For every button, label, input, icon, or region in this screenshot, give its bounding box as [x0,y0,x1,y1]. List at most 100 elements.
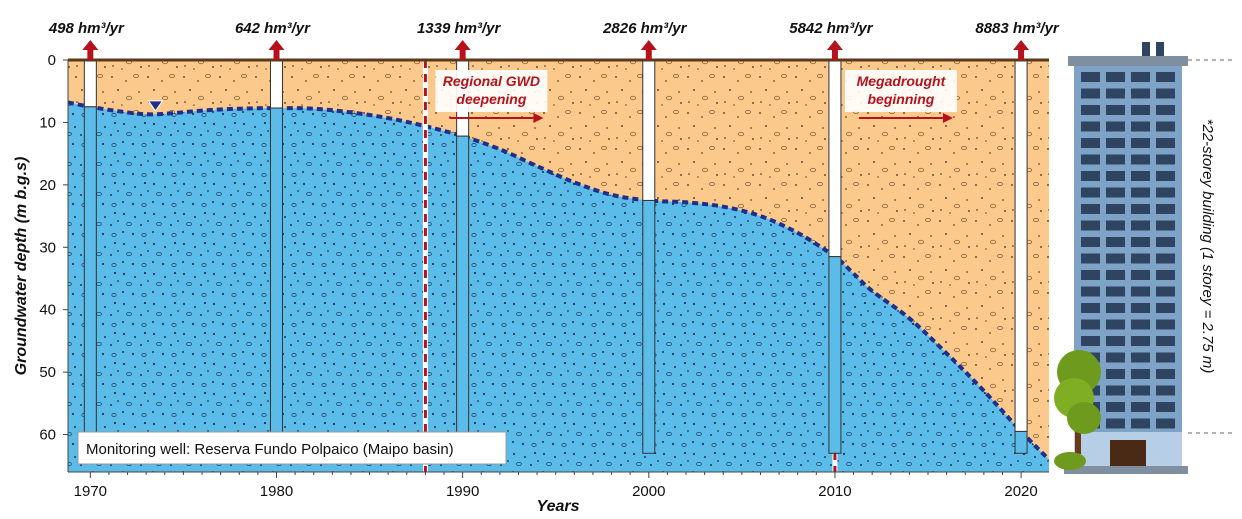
building-window [1106,303,1125,313]
building-window [1106,187,1125,198]
well-casing-wet [83,106,97,461]
well-casing-dry [1014,60,1028,432]
building-window [1106,121,1125,132]
building-window [1156,319,1175,330]
annotation-box [844,70,957,112]
building-window [1156,72,1175,82]
building-window [1106,220,1125,231]
y-tick-label: 20 [39,177,56,194]
building-windows [1081,72,1175,429]
building-antenna [1156,42,1164,58]
well-extraction-labels: 498 hm³/yr 642 hm³/yr 1339 hm³/yr 2826 hm³/… [48,20,1060,60]
building-window [1106,286,1125,297]
building-window [1156,220,1175,231]
building-window [1131,171,1150,181]
note-box [77,431,507,465]
building-window [1106,253,1125,264]
building-window [1131,418,1150,429]
building-window [1131,369,1150,379]
x-tick-label: 1970 [74,483,107,500]
annotation-arrow-icon [942,113,953,123]
building-window [1131,154,1150,165]
event-annotations: Regional GWD deepening Megadrought beginnin… [435,70,957,123]
well-extraction-label: 642 hm³/yr [235,20,311,37]
building-window [1156,154,1175,165]
building-antenna [1142,42,1150,58]
well-extraction-label: 498 hm³/yr [48,20,125,37]
building-window [1156,237,1175,247]
building-window [1106,72,1125,82]
building-window [1156,187,1175,198]
well-casing-wet [1014,430,1028,454]
building-window [1156,402,1175,412]
extraction-arrow-icon [1013,40,1030,50]
building-window [1106,154,1125,165]
annotation-text: deepening [456,91,526,107]
building-window [1156,253,1175,264]
building-window [1131,319,1150,330]
building-window [1131,72,1150,82]
x-tick-label: 1990 [446,483,479,500]
y-tick-label: 40 [39,302,56,319]
water-table-symbol [147,100,164,112]
building-window [1106,171,1125,181]
building-window [1081,270,1100,280]
x-tick-label: 1980 [260,483,293,500]
building-window [1156,171,1175,181]
building-window [1131,237,1150,247]
extraction-arrow-icon [454,40,471,50]
building-window [1081,72,1100,82]
building-window [1106,369,1125,379]
building-window [1106,418,1125,429]
well-casing-dry [642,60,656,201]
building-window [1081,253,1100,264]
building-window [1156,336,1175,346]
x-tick-label: 2000 [632,483,665,500]
y-tick-label: 60 [39,427,56,444]
building-window [1131,138,1150,148]
building-window [1131,303,1150,313]
building-window [1106,402,1125,412]
building-window [1156,352,1175,363]
y-axis-ticks: 0 10 20 30 40 50 60 [39,52,68,444]
well-casing-wet [456,135,470,461]
building-window [1131,402,1150,412]
building-window [1131,204,1150,214]
extraction-arrow-icon [640,40,657,50]
building-window [1081,220,1100,231]
building-window [1081,319,1100,330]
annotation-arrow-icon [533,113,544,123]
y-tick-label: 50 [39,364,56,381]
building-illustration [1054,42,1232,474]
building-window [1131,385,1150,396]
y-axis-label: Groundwater depth (m b.g.s) [13,157,30,376]
building-ground [1064,466,1188,474]
building-window [1081,336,1100,346]
building-window [1081,154,1100,165]
building-window [1081,138,1100,148]
building-window [1081,105,1100,115]
building-window [1131,88,1150,99]
well-casing-dry [269,60,283,109]
x-tick-label: 2020 [1004,483,1037,500]
building-window [1081,286,1100,297]
building-window [1081,171,1100,181]
building-window [1081,204,1100,214]
building-window [1156,138,1175,148]
well-casing-wet [269,107,283,461]
well-extraction-label: 1339 hm³/yr [417,20,502,37]
building-window [1156,270,1175,280]
building-window [1131,270,1150,280]
building-window [1131,121,1150,132]
x-axis-label: Years [537,498,580,515]
monitoring-well-note: Monitoring well: Reserva Fundo Polpaico … [86,441,454,458]
building-window [1131,253,1150,264]
building-window [1106,385,1125,396]
plot-area [68,60,1049,472]
bush-icon [1054,452,1086,470]
building-window [1156,105,1175,115]
building-window [1081,303,1100,313]
annotation-text: beginning [867,91,934,107]
y-tick-label: 10 [39,114,56,131]
